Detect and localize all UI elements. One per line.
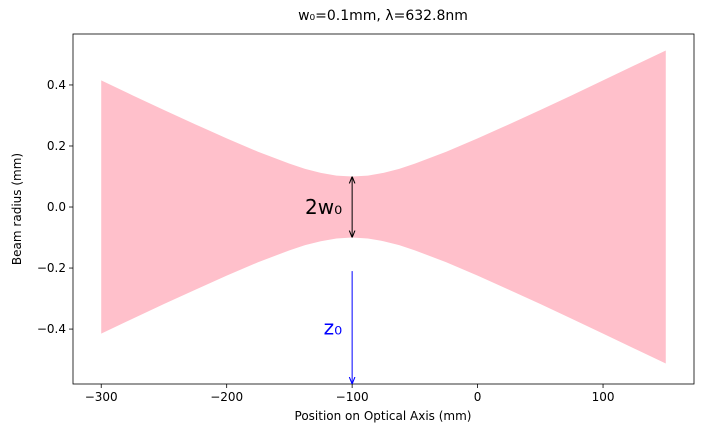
axes-frame	[72, 33, 695, 385]
y-tick-label: 0.0	[47, 200, 66, 214]
plot-area	[101, 50, 666, 364]
chart-title: w₀=0.1mm, λ=632.8nm	[298, 8, 468, 24]
x-tick-label: −100	[336, 390, 369, 404]
beam-area	[101, 50, 666, 364]
x-tick-label: −200	[210, 390, 243, 404]
x-tick-label: 0	[474, 390, 482, 404]
x-tick-label: −300	[85, 390, 118, 404]
x-tick-label: 100	[592, 390, 615, 404]
annotation-label: 2w₀	[305, 195, 342, 219]
annotation-label: z₀	[324, 316, 343, 340]
y-tick-label: −0.2	[37, 261, 66, 275]
y-tick-label: 0.2	[47, 139, 66, 153]
y-tick-label: −0.4	[37, 322, 66, 336]
x-axis-label: Position on Optical Axis (mm)	[295, 409, 472, 423]
y-tick-label: 0.4	[47, 78, 66, 92]
y-axis-label: Beam radius (mm)	[10, 153, 24, 265]
